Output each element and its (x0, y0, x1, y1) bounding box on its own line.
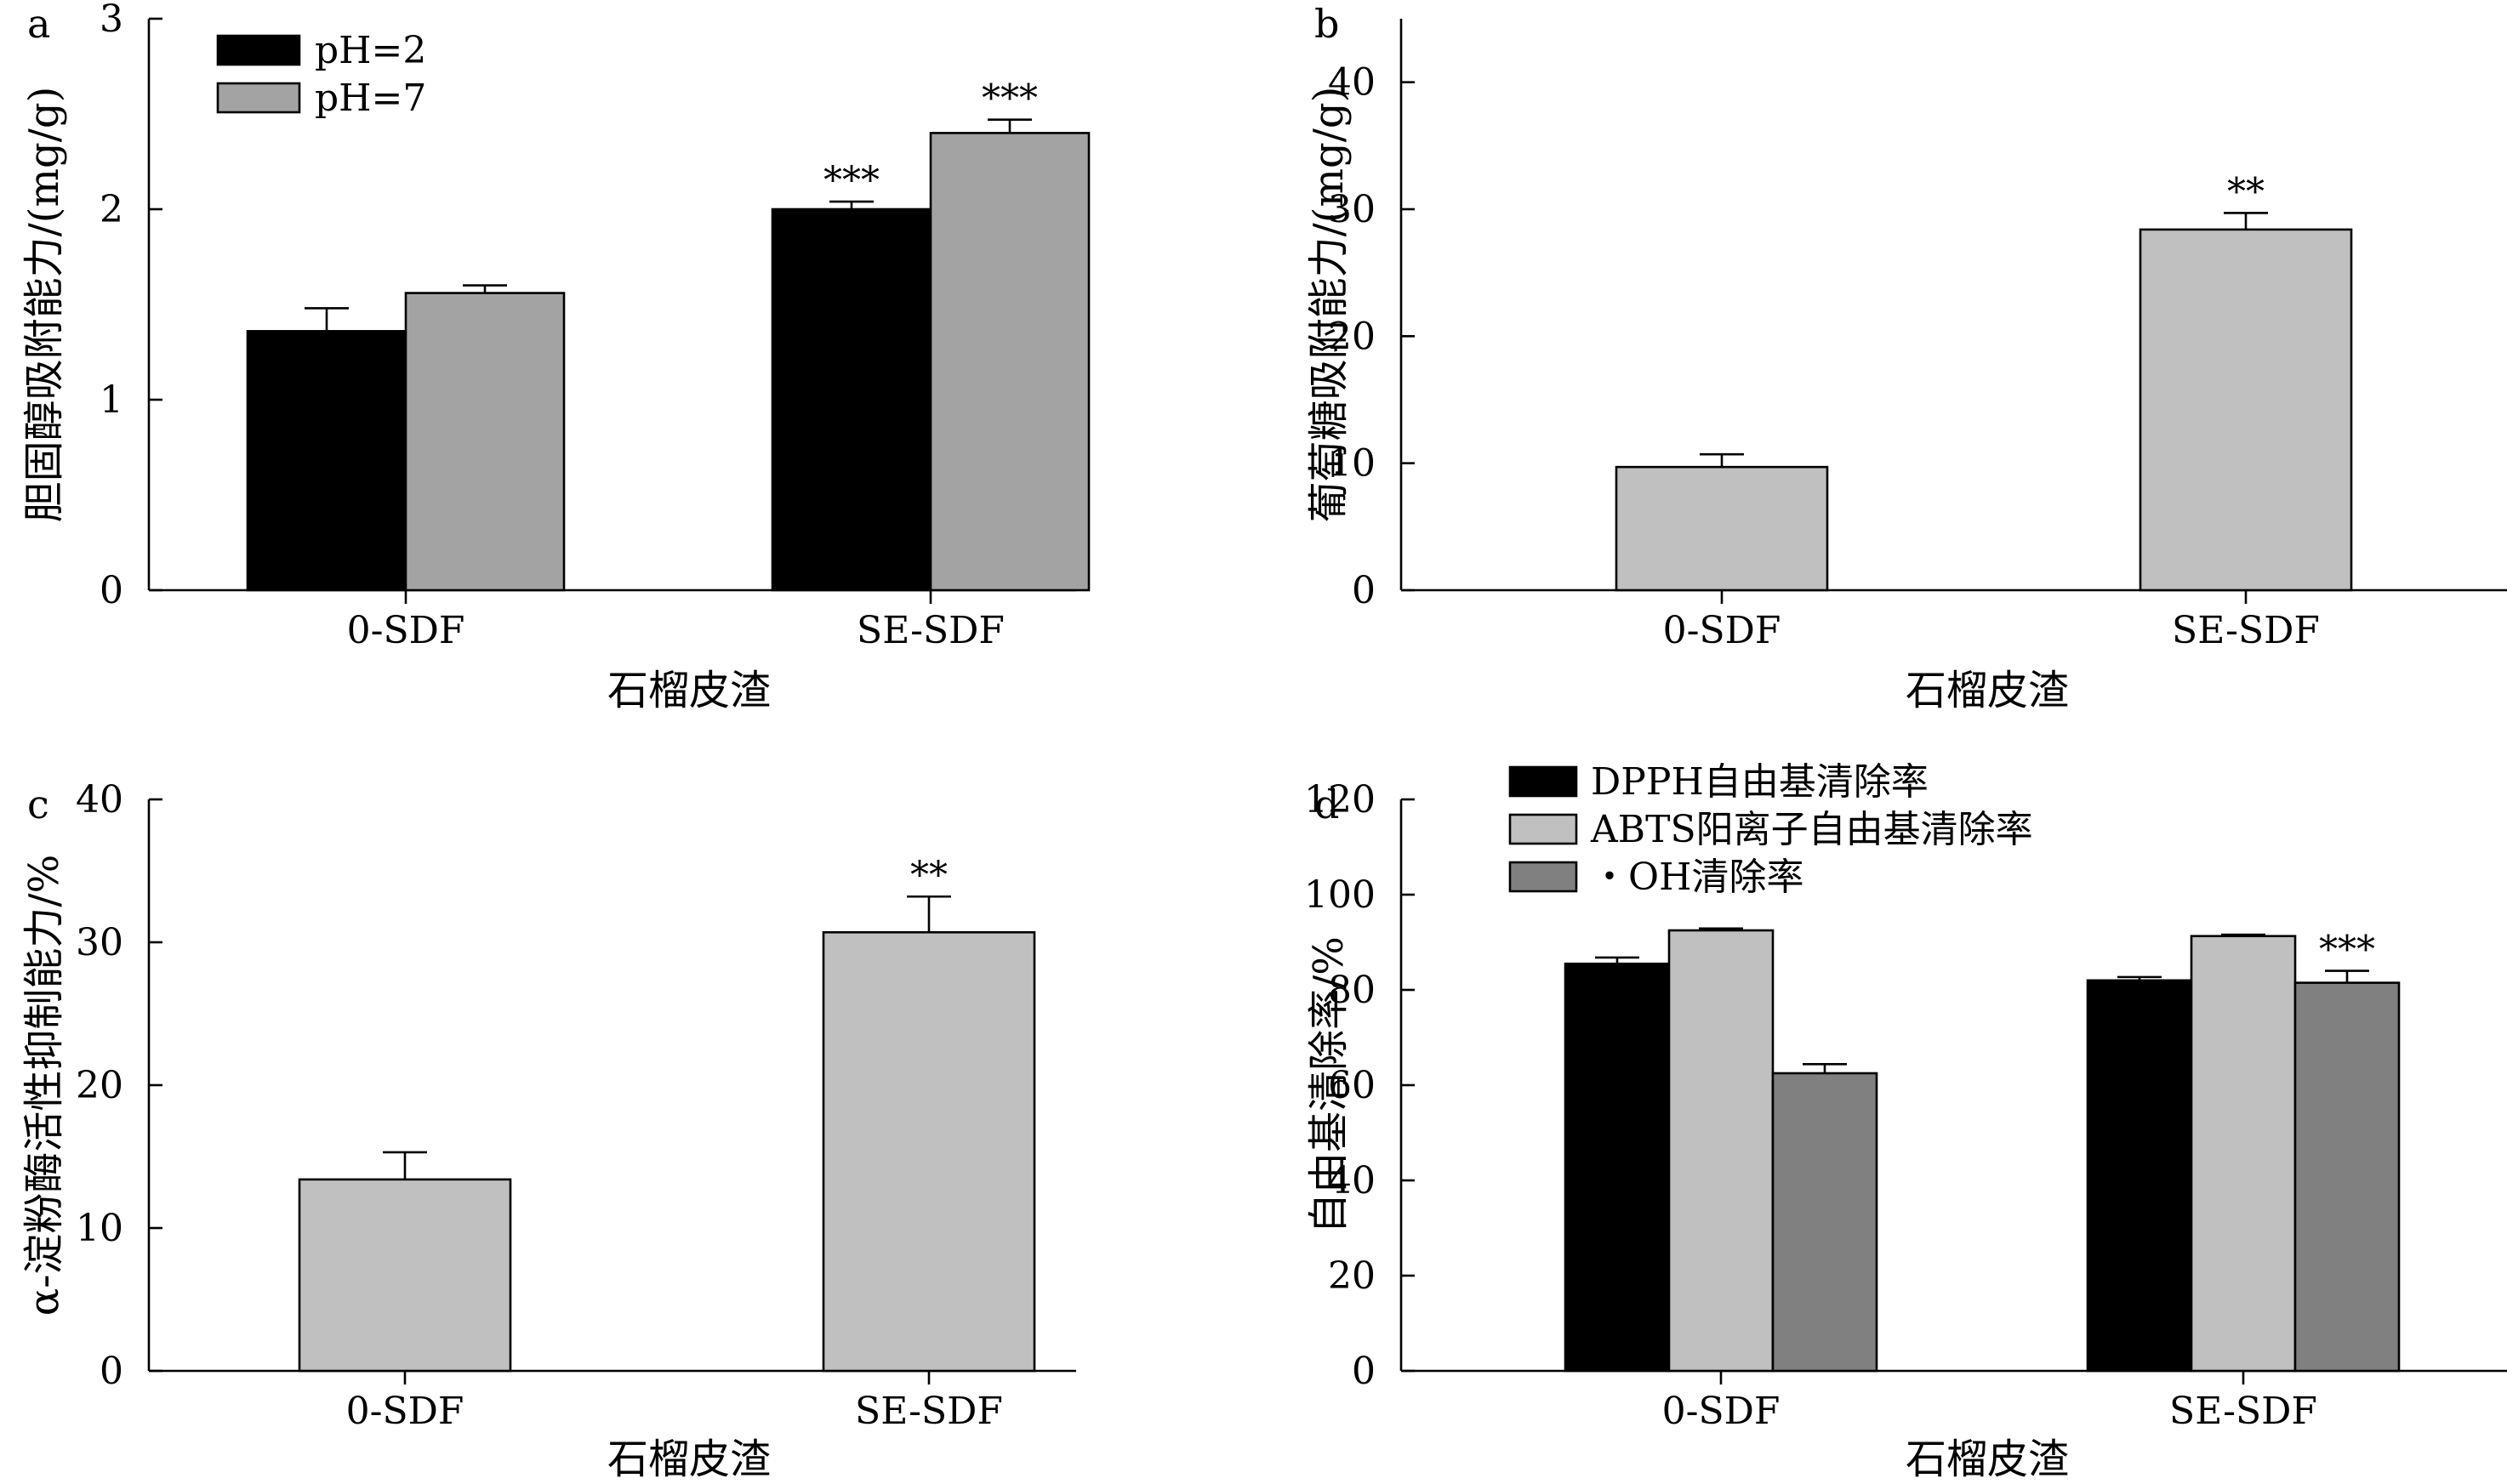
error-bar (1595, 956, 1639, 964)
legend-swatch (1508, 765, 1578, 798)
x-tick-label: SE-SDF (857, 609, 1005, 652)
panel-letter: b (1314, 1, 1339, 47)
x-tick-label: SE-SDF (2169, 1390, 2317, 1433)
error-bar (305, 307, 349, 332)
y-tick-label: 80 (1328, 969, 1376, 1012)
error-bar (1700, 452, 1744, 468)
legend-label: pH=7 (315, 77, 426, 120)
y-axis-title: α-淀粉酶活性抑制能力/% (20, 855, 68, 1316)
bar (1615, 465, 1829, 592)
y-tick-label: 3 (100, 0, 123, 41)
y-axis-title: 胆固醇吸附能力/(mg/g) (20, 87, 68, 523)
panel-letter: a (27, 1, 50, 47)
y-tick-label: 0 (1352, 569, 1376, 612)
error-bar (1699, 927, 1743, 930)
y-tick-label: 10 (76, 1207, 123, 1250)
error-bar (463, 284, 507, 293)
y-tick-label: 60 (1328, 1064, 1376, 1107)
bar (2190, 935, 2297, 1373)
legend-label: ABTS阳离子自由基清除率 (1590, 808, 2033, 851)
legend: pH=2 pH=7 (216, 29, 426, 120)
bar (1667, 929, 1775, 1373)
error-bar (383, 1151, 427, 1180)
x-tick-label: 0-SDF (1662, 1390, 1781, 1433)
y-tick-label: 1 (100, 378, 123, 422)
panel-letter: d (1314, 782, 1339, 827)
significance-label: ** (2227, 170, 2265, 213)
x-tick-label: 0-SDF (347, 609, 465, 652)
y-tick-label: 120 (1304, 778, 1376, 822)
error-bar (2224, 212, 2268, 230)
significance-label: *** (823, 159, 880, 202)
y-axis-title: 葡萄糖吸附能力/(mg/g) (1305, 87, 1353, 523)
bar (822, 930, 1036, 1373)
y-tick-label: 20 (1328, 1254, 1376, 1298)
legend-swatch (1508, 813, 1578, 845)
bar (1771, 1072, 1878, 1373)
y-tick-label: 30 (76, 921, 123, 964)
bar (298, 1178, 512, 1373)
y-tick-label: 2 (100, 188, 123, 231)
legend-label: ・OH清除率 (1591, 856, 1803, 899)
legend-swatch (216, 82, 301, 114)
panel-d: d 0 20 40 60 80 100 120 0-SDF SE-SDF *** 石榴皮渣 自由基清除率… (1304, 760, 2507, 1483)
error-bar (907, 895, 951, 933)
legend-swatch (216, 34, 301, 66)
bar (404, 292, 566, 592)
x-tick-label: SE-SDF (855, 1390, 1003, 1433)
x-tick-label: 0-SDF (346, 1390, 464, 1433)
significance-label: *** (982, 77, 1038, 121)
bar (1564, 962, 1671, 1373)
panel-letter: c (27, 782, 49, 827)
bar (929, 132, 1091, 592)
panel-b: b 0 10 20 30 40 0-SDF SE-SDF ** 石榴皮渣 葡萄糖吸附能力/(mg/g… (1305, 1, 2507, 714)
legend-label: pH=2 (315, 29, 426, 72)
panel-a: a 0 1 2 3 0-SDF SE-SDF *** *** 石榴皮渣 胆固醇吸附能力/(mg/g)… (20, 0, 1091, 714)
y-tick-label: 0 (1352, 1350, 1376, 1393)
error-bar (2221, 933, 2265, 936)
y-tick-label: 0 (100, 569, 123, 612)
y-tick-label: 0 (100, 1350, 123, 1393)
significance-label: ** (910, 854, 948, 897)
y-axis-title: 自由基清除率/% (1305, 936, 1353, 1234)
x-axis-title: 石榴皮渣 (1906, 667, 2069, 714)
x-axis-title: 石榴皮渣 (1906, 1436, 2069, 1483)
y-tick-label: 40 (1328, 1159, 1376, 1203)
y-tick-label: 20 (1328, 315, 1376, 358)
x-axis-title: 石榴皮渣 (607, 1436, 771, 1483)
x-tick-label: 0-SDF (1663, 609, 1781, 652)
bar (2293, 981, 2401, 1373)
y-tick-label: 20 (76, 1064, 123, 1107)
x-axis-title: 石榴皮渣 (607, 667, 771, 714)
y-tick-label: 10 (1328, 442, 1376, 486)
x-tick-label: SE-SDF (2172, 609, 2320, 652)
bar (771, 208, 932, 592)
y-tick-label: 40 (76, 778, 123, 822)
bar (2139, 228, 2353, 592)
y-tick-label: 100 (1304, 873, 1376, 917)
bar (246, 330, 407, 592)
significance-label: *** (2319, 929, 2375, 972)
y-tick-label: 30 (1328, 188, 1376, 231)
error-bar (2117, 975, 2162, 981)
panel-c: c 0 10 20 30 40 0-SDF SE-SDF ** 石榴皮渣 α-淀粉酶活性抑制能力/% (20, 778, 1076, 1483)
error-bar (2325, 969, 2369, 983)
legend-swatch (1508, 861, 1578, 893)
legend-label: DPPH自由基清除率 (1591, 760, 1929, 804)
error-bar (829, 200, 874, 209)
bar (2086, 979, 2193, 1373)
error-bar (988, 118, 1032, 134)
y-tick-label: 40 (1328, 61, 1376, 105)
error-bar (1803, 1063, 1847, 1073)
